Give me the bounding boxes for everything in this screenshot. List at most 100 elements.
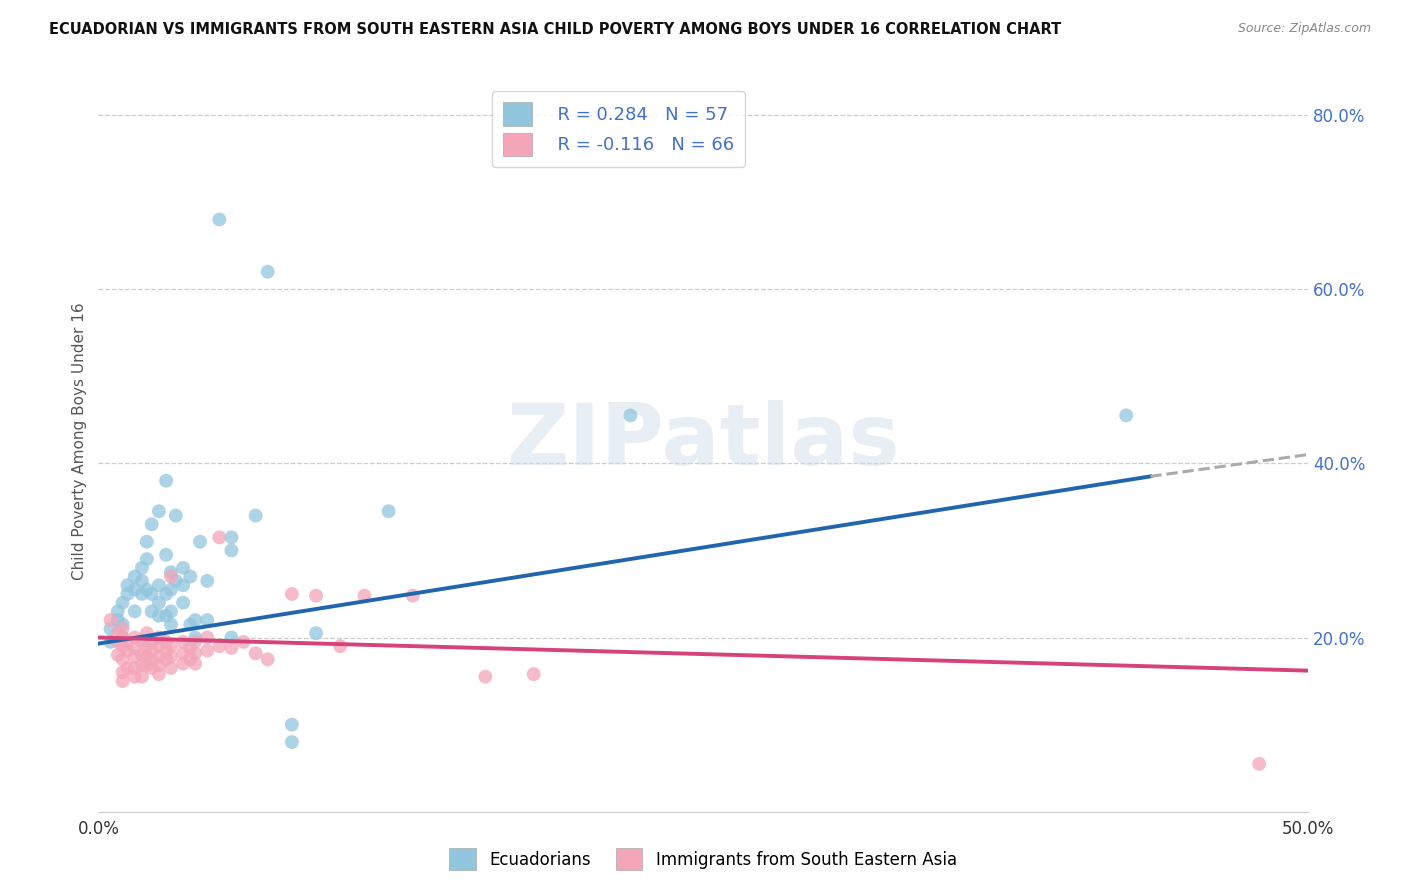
Point (208, 212, 231, 227)
Point (124, 631, 146, 645)
Point (256, 652, 278, 666)
Point (402, 589, 425, 603)
Point (135, 639, 157, 653)
Point (281, 735, 304, 749)
Point (160, 649, 183, 664)
Point (221, 543, 243, 558)
Point (172, 596, 194, 610)
Point (155, 608, 177, 623)
Point (619, 409, 641, 423)
Point (232, 635, 254, 649)
Point (1249, 756, 1271, 771)
Point (208, 639, 231, 653)
Legend:   R = 0.284   N = 57,   R = -0.116   N = 66: R = 0.284 N = 57, R = -0.116 N = 66 (492, 92, 745, 167)
Point (165, 574, 187, 588)
Point (141, 652, 163, 666)
Point (179, 640, 201, 655)
Text: ZIPatlas: ZIPatlas (506, 400, 900, 483)
Point (148, 596, 170, 610)
Point (141, 517, 163, 532)
Point (256, 265, 278, 279)
Point (124, 640, 146, 655)
Point (107, 626, 129, 640)
Point (155, 652, 177, 666)
Point (195, 631, 218, 645)
Point (124, 604, 146, 618)
Point (208, 530, 231, 544)
Point (155, 643, 177, 657)
Point (111, 631, 134, 645)
Point (179, 652, 201, 666)
Point (160, 569, 183, 583)
Point (135, 552, 157, 566)
Point (111, 639, 134, 653)
Point (107, 648, 129, 662)
Point (165, 508, 187, 523)
Point (117, 578, 139, 592)
Point (117, 661, 139, 675)
Point (141, 661, 163, 675)
Point (148, 658, 170, 673)
Point (245, 646, 267, 660)
Point (148, 649, 170, 664)
Point (184, 646, 207, 660)
Point (148, 504, 170, 518)
Point (172, 635, 194, 649)
Point (281, 717, 304, 731)
Point (172, 657, 194, 671)
Point (172, 561, 194, 575)
Point (221, 631, 243, 645)
Point (100, 635, 122, 649)
Point (160, 565, 183, 579)
Point (135, 626, 157, 640)
Point (160, 639, 183, 653)
Point (184, 635, 207, 649)
Point (107, 635, 129, 649)
Point (135, 582, 157, 597)
Point (305, 589, 328, 603)
Point (281, 587, 304, 601)
Point (107, 604, 129, 618)
Point (377, 504, 399, 518)
Point (1115, 409, 1137, 423)
Point (155, 635, 177, 649)
Text: ECUADORIAN VS IMMIGRANTS FROM SOUTH EASTERN ASIA CHILD POVERTY AMONG BOYS UNDER : ECUADORIAN VS IMMIGRANTS FROM SOUTH EAST… (49, 22, 1062, 37)
Point (353, 589, 375, 603)
Point (155, 587, 177, 601)
Point (135, 534, 157, 549)
Point (131, 670, 153, 684)
Point (111, 622, 134, 636)
Point (124, 649, 146, 664)
Point (131, 648, 153, 662)
Point (141, 635, 163, 649)
Point (160, 582, 183, 597)
Point (245, 508, 267, 523)
Point (184, 613, 207, 627)
Point (188, 534, 211, 549)
Point (148, 631, 170, 645)
Point (111, 665, 134, 680)
Point (111, 617, 134, 632)
Point (179, 617, 201, 632)
Point (184, 657, 207, 671)
Point (124, 582, 146, 597)
Legend: Ecuadorians, Immigrants from South Eastern Asia: Ecuadorians, Immigrants from South Easte… (443, 842, 963, 877)
Point (111, 631, 134, 645)
Point (100, 613, 122, 627)
Point (172, 578, 194, 592)
Point (131, 561, 153, 575)
Point (124, 569, 146, 583)
Point (148, 578, 170, 592)
Point (329, 639, 352, 653)
Point (117, 635, 139, 649)
Text: Source: ZipAtlas.com: Source: ZipAtlas.com (1237, 22, 1371, 36)
Point (135, 658, 157, 673)
Point (111, 674, 134, 689)
Point (155, 474, 177, 488)
Point (148, 608, 170, 623)
Point (100, 622, 122, 636)
Point (141, 604, 163, 618)
Point (172, 646, 194, 660)
Point (148, 667, 170, 681)
Point (474, 670, 496, 684)
